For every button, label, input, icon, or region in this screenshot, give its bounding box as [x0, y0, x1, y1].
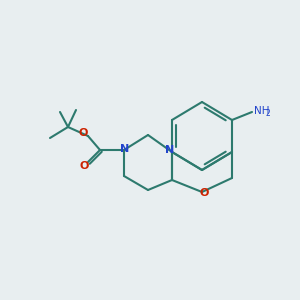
Text: N: N — [165, 145, 175, 155]
Text: NH: NH — [254, 106, 269, 116]
Text: O: O — [78, 128, 88, 138]
Text: N: N — [120, 144, 130, 154]
Text: 2: 2 — [265, 110, 270, 118]
Text: O: O — [199, 188, 209, 198]
Text: O: O — [79, 161, 89, 171]
